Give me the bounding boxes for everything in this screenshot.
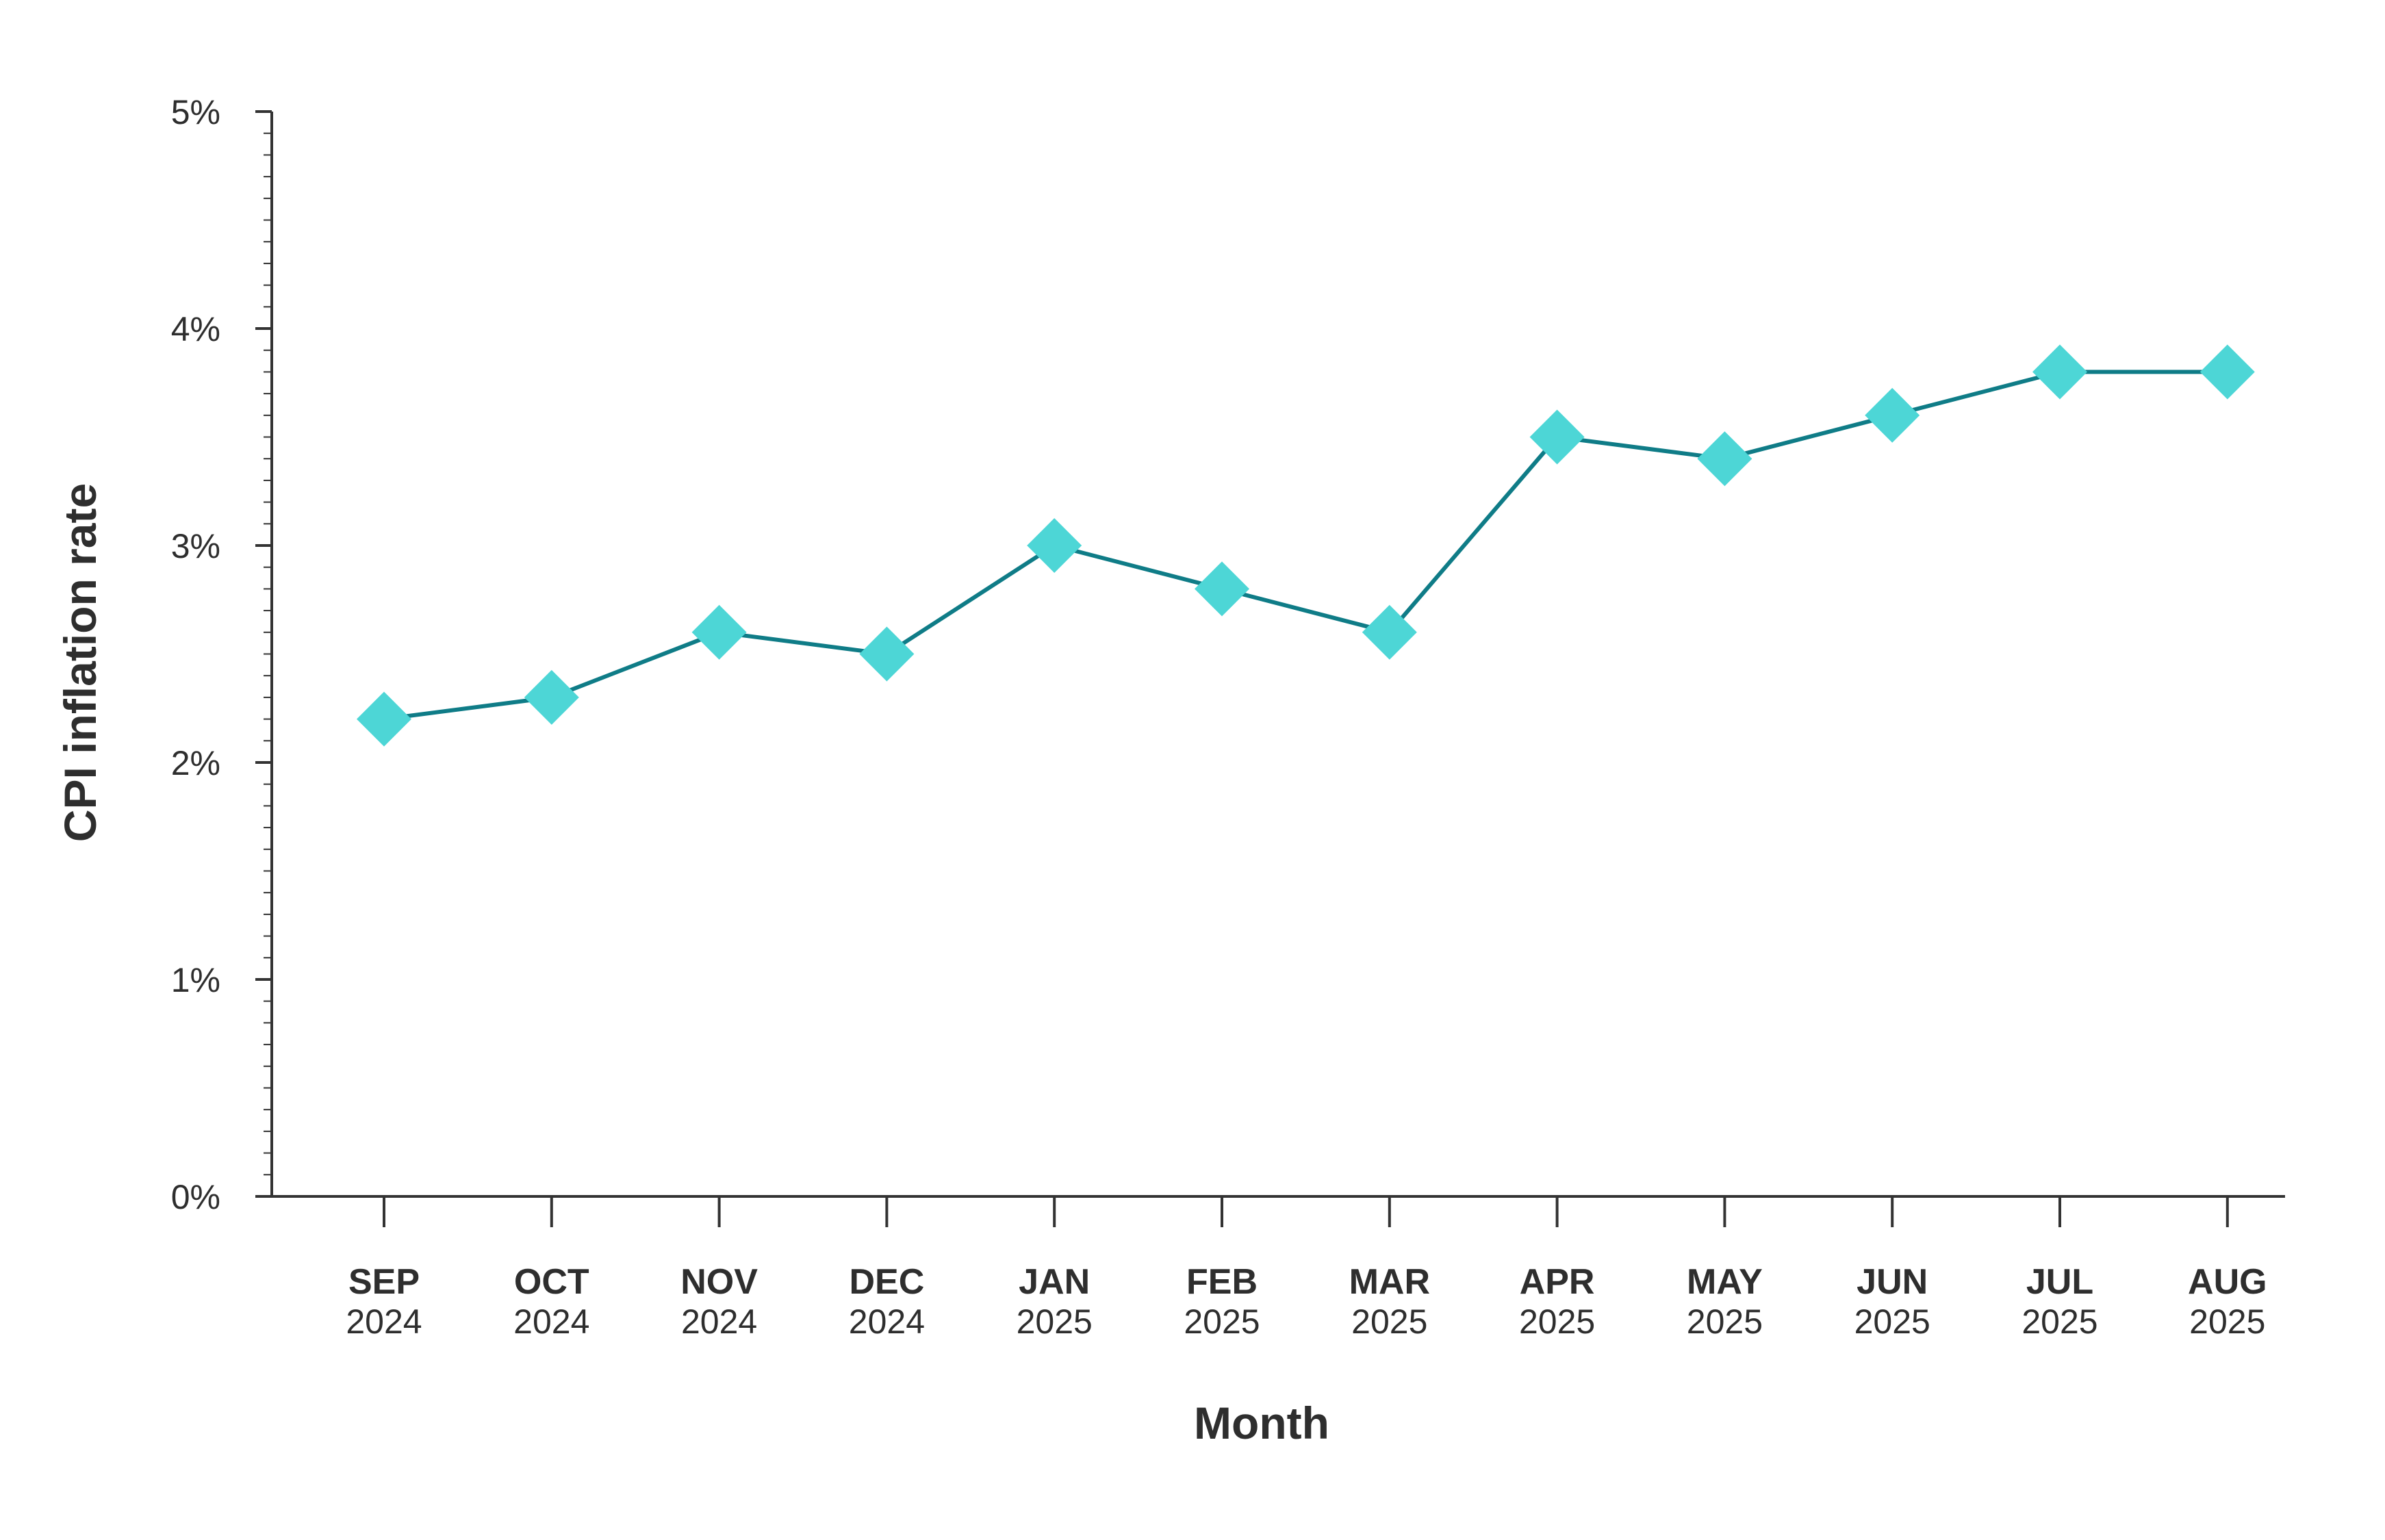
x-axis-title: Month [1194,1398,1329,1448]
x-tick-year-label: 2025 [1017,1302,1093,1341]
y-tick-label: 0% [171,1178,220,1216]
x-tick-month-label: JAN [1019,1262,1090,1302]
x-tick-year-label: 2025 [1519,1302,1595,1341]
data-point-marker [1027,518,1082,573]
x-tick-month-label: DEC [850,1262,925,1302]
y-tick-label: 5% [171,93,220,131]
x-tick-month-label: MAR [1349,1262,1430,1302]
data-point-marker [1865,387,1920,443]
data-point-marker [357,691,411,747]
data-point-marker [859,626,915,682]
series-line [383,370,2228,721]
y-tick-label: 1% [171,961,220,999]
x-tick-year-label: 2025 [2021,1302,2097,1341]
y-axis-title: CPI inflation rate [55,483,105,842]
x-tick-month-label: MAY [1687,1262,1763,1302]
data-point-marker [2032,344,2087,400]
x-tick-year-label: 2024 [849,1302,925,1341]
x-tick-month-label: APR [1520,1262,1595,1302]
x-tick-year-label: 2025 [1184,1302,1260,1341]
x-tick-month-label: NOV [680,1262,758,1302]
x-tick-year-label: 2025 [2189,1302,2265,1341]
x-tick-year-label: 2025 [1687,1302,1763,1341]
x-tick-month-label: JUN [1857,1262,1928,1302]
data-point-marker [691,604,747,660]
data-point-marker [1195,561,1249,617]
series-cpi [357,344,2255,747]
data-point-marker [1529,409,1585,465]
axes [270,112,2285,1198]
x-axis-ticks: SEP2024OCT2024NOV2024DEC2024JAN2025FEB20… [346,1196,2267,1341]
y-tick-label: 2% [171,744,220,782]
x-tick-month-label: FEB [1186,1262,1258,1302]
x-tick-year-label: 2025 [1351,1302,1427,1341]
data-point-marker [1697,431,1752,487]
x-tick-year-label: 2025 [1854,1302,1930,1341]
data-point-marker [2199,344,2255,400]
y-tick-label: 4% [171,310,220,348]
x-tick-month-label: JUL [2026,1262,2093,1302]
x-tick-year-label: 2024 [513,1302,589,1341]
x-tick-year-label: 2024 [681,1302,757,1341]
x-tick-month-label: SEP [348,1262,420,1302]
data-point-marker [1362,604,1417,660]
x-tick-year-label: 2024 [346,1302,422,1341]
data-point-marker [524,669,579,725]
x-tick-month-label: AUG [2188,1262,2267,1302]
y-axis-ticks: 0% 1% 2% 3% 4% 5% [171,93,272,1216]
x-tick-month-label: OCT [514,1262,589,1302]
y-tick-label: 3% [171,527,220,565]
